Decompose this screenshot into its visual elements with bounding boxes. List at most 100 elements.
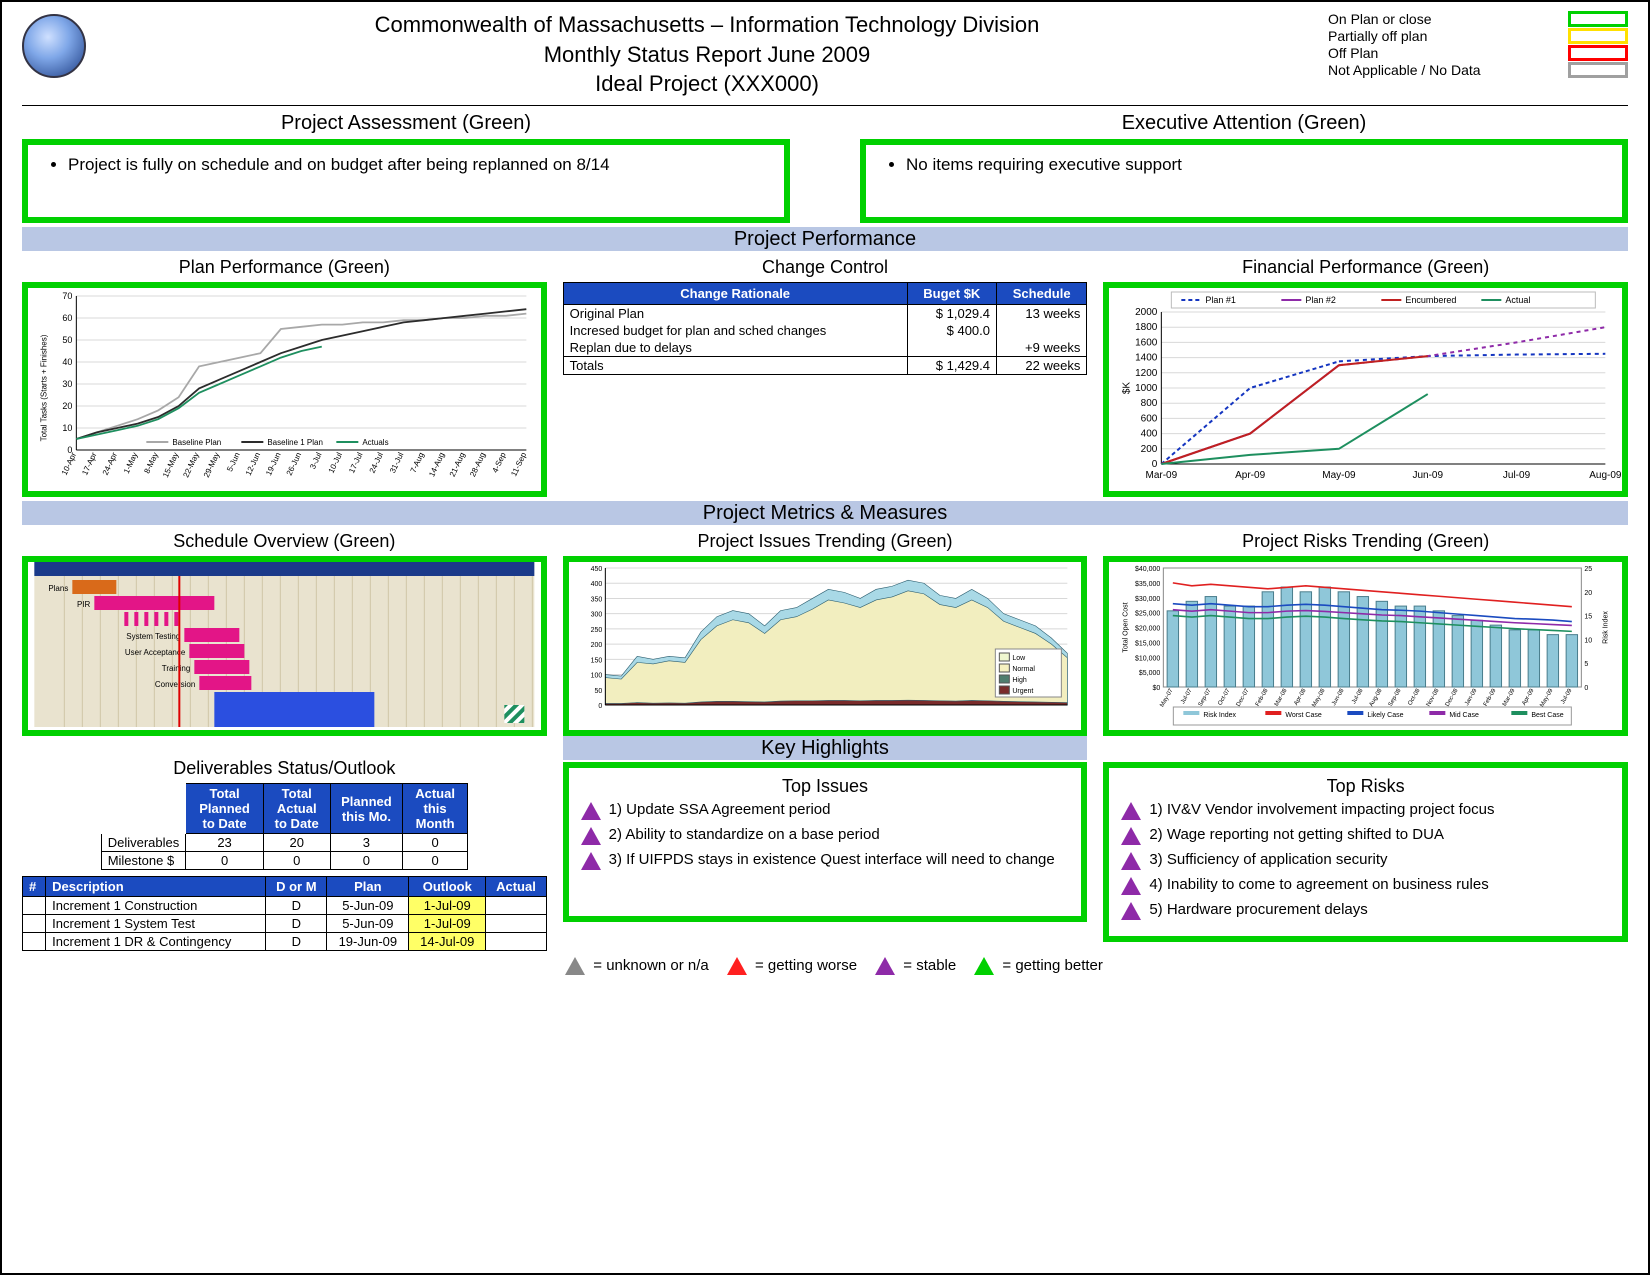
highlight-item: 2) Ability to standardize on a base peri… bbox=[581, 826, 1070, 845]
svg-text:Oct-08: Oct-08 bbox=[1408, 687, 1423, 706]
svg-text:Jul-07: Jul-07 bbox=[1181, 687, 1195, 705]
svg-text:400: 400 bbox=[1141, 429, 1158, 440]
deliv-detail-cell bbox=[23, 897, 46, 915]
cc-cell: Incresed budget for plan and sched chang… bbox=[563, 322, 907, 339]
svg-text:21-Aug: 21-Aug bbox=[448, 451, 467, 478]
svg-text:$5,000: $5,000 bbox=[1139, 670, 1161, 677]
top-risks-list: 1) IV&V Vendor involvement impacting pro… bbox=[1121, 801, 1610, 920]
metrics-row: Schedule Overview (Green) PlansPIRSystem… bbox=[22, 529, 1628, 736]
svg-text:200: 200 bbox=[1141, 444, 1158, 455]
deliv-detail-cell: Increment 1 DR & Contingency bbox=[46, 933, 266, 951]
svg-text:Apr-09: Apr-09 bbox=[1235, 470, 1265, 481]
svg-text:1000: 1000 bbox=[1135, 383, 1158, 394]
svg-text:Aug-09: Aug-09 bbox=[1590, 470, 1622, 481]
cc-total-cell: Totals bbox=[563, 357, 907, 375]
cc-total-cell: 22 weeks bbox=[997, 357, 1087, 375]
svg-text:Feb-08: Feb-08 bbox=[1255, 687, 1270, 707]
header: Commonwealth of Massachusetts – Informat… bbox=[22, 10, 1628, 106]
svg-text:0: 0 bbox=[1152, 459, 1158, 470]
attention-bullet: No items requiring executive support bbox=[906, 155, 1606, 175]
svg-text:$15,000: $15,000 bbox=[1135, 640, 1160, 647]
legend-label: Not Applicable / No Data bbox=[1328, 62, 1481, 78]
highlight-text: 4) Inability to come to agreement on bus… bbox=[1149, 876, 1488, 893]
svg-text:User Acceptance: User Acceptance bbox=[125, 648, 186, 657]
svg-text:Actuals: Actuals bbox=[362, 438, 388, 447]
legend-swatch bbox=[1568, 11, 1628, 27]
deliv-detail-col: Outlook bbox=[409, 877, 486, 897]
svg-text:1-May: 1-May bbox=[122, 451, 140, 475]
svg-text:150: 150 bbox=[590, 657, 602, 664]
svg-text:Sep-08: Sep-08 bbox=[1388, 687, 1403, 707]
deliv-cell: 3 bbox=[330, 834, 403, 852]
svg-text:350: 350 bbox=[590, 597, 602, 604]
svg-text:250: 250 bbox=[590, 627, 602, 634]
svg-text:Jul-09: Jul-09 bbox=[1503, 470, 1531, 481]
svg-text:11-Sep: 11-Sep bbox=[509, 451, 528, 478]
svg-text:Plan #2: Plan #2 bbox=[1306, 295, 1337, 305]
cc-cell: Replan due to delays bbox=[563, 339, 907, 357]
highlight-item: 2) Wage reporting not getting shifted to… bbox=[1121, 826, 1610, 845]
cc-cell bbox=[907, 339, 996, 357]
deliv-detail-col: D or M bbox=[266, 877, 327, 897]
svg-text:28-Aug: 28-Aug bbox=[468, 451, 487, 478]
state-seal-icon bbox=[22, 14, 86, 78]
deliv-detail-cell: D bbox=[266, 933, 327, 951]
svg-text:$25,000: $25,000 bbox=[1135, 611, 1160, 618]
svg-text:$35,000: $35,000 bbox=[1135, 581, 1160, 588]
plan-perf-title: Plan Performance (Green) bbox=[22, 257, 547, 278]
svg-text:High: High bbox=[1012, 677, 1027, 684]
svg-text:Urgent: Urgent bbox=[1012, 688, 1033, 695]
metrics-band: Project Metrics & Measures bbox=[22, 501, 1628, 525]
legend-row: Partially off plan bbox=[1328, 28, 1628, 44]
svg-text:$20,000: $20,000 bbox=[1135, 626, 1160, 633]
deliv-detail-cell bbox=[486, 915, 546, 933]
cc-col-header: Change Rationale bbox=[563, 283, 907, 305]
svg-text:Worst Case: Worst Case bbox=[1286, 712, 1323, 719]
deliverables-summary-table: Total Planned to DateTotal Actual to Dat… bbox=[101, 783, 468, 870]
highlight-item: 4) Inability to come to agreement on bus… bbox=[1121, 876, 1610, 895]
svg-text:Mar-09: Mar-09 bbox=[1146, 470, 1178, 481]
deliv-detail-cell bbox=[486, 897, 546, 915]
assessment-row: Project Assessment (Green) Project is fu… bbox=[22, 106, 1628, 223]
svg-text:$30,000: $30,000 bbox=[1135, 596, 1160, 603]
risks-chart-frame: $0$5,000$10,000$15,000$20,000$25,000$30,… bbox=[1103, 556, 1628, 736]
svg-text:$K: $K bbox=[1122, 382, 1133, 395]
title-block: Commonwealth of Massachusetts – Informat… bbox=[86, 10, 1328, 99]
highlight-item: 3) If UIFPDS stays in existence Quest in… bbox=[581, 851, 1070, 870]
deliv-cell: 0 bbox=[403, 834, 468, 852]
svg-text:800: 800 bbox=[1141, 398, 1158, 409]
svg-text:50: 50 bbox=[62, 335, 72, 345]
cc-col-header: Schedule bbox=[997, 283, 1087, 305]
svg-text:$40,000: $40,000 bbox=[1135, 566, 1160, 573]
top-risks-frame: Top Risks 1) IV&V Vendor involvement imp… bbox=[1103, 762, 1628, 942]
svg-text:$0: $0 bbox=[1153, 685, 1161, 692]
svg-text:0: 0 bbox=[598, 703, 602, 710]
svg-text:30: 30 bbox=[62, 379, 72, 389]
change-control-table: Change RationaleBuget $KScheduleOriginal… bbox=[563, 282, 1088, 375]
svg-text:Total Tasks (Starts + Finishes: Total Tasks (Starts + Finishes) bbox=[39, 334, 48, 441]
legend-swatch bbox=[1568, 62, 1628, 78]
triangle-icon bbox=[1121, 877, 1141, 895]
deliv-detail-col: Actual bbox=[486, 877, 546, 897]
project-line: Ideal Project (XXX000) bbox=[86, 69, 1328, 99]
svg-text:100: 100 bbox=[590, 673, 602, 680]
svg-text:Likely Case: Likely Case bbox=[1368, 712, 1404, 719]
cc-cell bbox=[997, 322, 1087, 339]
highlights-row: Deliverables Status/Outlook Total Planne… bbox=[22, 736, 1628, 951]
triangle-icon bbox=[581, 802, 601, 820]
svg-text:Jun-08: Jun-08 bbox=[1332, 688, 1347, 707]
svg-text:Apr-08: Apr-08 bbox=[1294, 687, 1309, 706]
deliv-col: Actual this Month bbox=[403, 784, 468, 834]
svg-text:1400: 1400 bbox=[1135, 353, 1158, 364]
svg-text:15: 15 bbox=[1585, 614, 1593, 621]
deliv-detail-cell: Increment 1 System Test bbox=[46, 915, 266, 933]
deliv-cell: 0 bbox=[403, 852, 468, 870]
svg-text:May-09: May-09 bbox=[1540, 687, 1556, 708]
issues-chart: 050100150200250300350400450LowNormalHigh… bbox=[569, 562, 1082, 727]
svg-text:5-Jun: 5-Jun bbox=[225, 451, 242, 473]
svg-text:Actual: Actual bbox=[1506, 295, 1531, 305]
deliv-cell: 20 bbox=[263, 834, 330, 852]
triangle-icon bbox=[565, 957, 585, 975]
deliv-detail-cell: 19-Jun-09 bbox=[327, 933, 409, 951]
svg-text:1600: 1600 bbox=[1135, 337, 1158, 348]
